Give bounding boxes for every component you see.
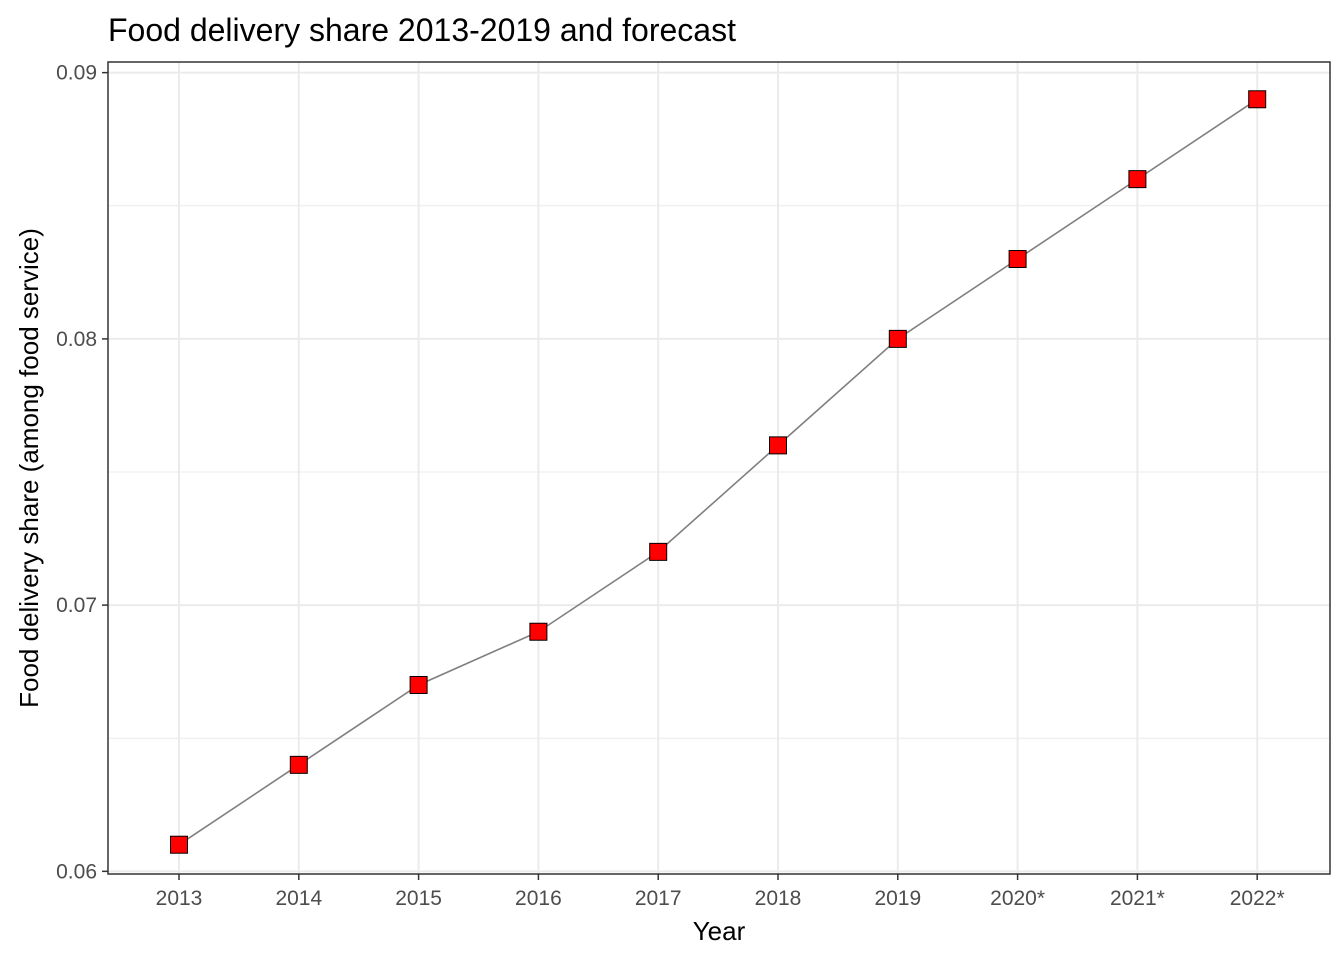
data-point-2019: [888, 329, 907, 348]
x-axis: 2013 2014 2015 2016 2017 2018 2019 2020* 2021* 20…: [156, 874, 1285, 910]
y-tick-label: 0.08: [56, 328, 97, 351]
series-polyline: [178, 98, 1258, 846]
data-point-2022*: [1248, 90, 1267, 109]
x-tick-label: 2015: [395, 887, 442, 910]
x-tick-label: 2021*: [1110, 887, 1165, 910]
data-point-2020*: [1008, 250, 1027, 269]
x-tick-label: 2020*: [990, 887, 1045, 910]
x-tick-label: 2016: [515, 887, 562, 910]
data-point-2018: [769, 436, 787, 455]
y-tick-label: 0.07: [56, 594, 97, 617]
series-line: [178, 98, 1258, 846]
data-point-2017: [649, 542, 668, 561]
x-tick-label: 2013: [156, 887, 203, 910]
y-axis: 0.06 0.07 0.08 0.09: [56, 62, 108, 883]
x-tick-label: 2014: [275, 887, 322, 910]
panel-border: [107, 61, 1331, 875]
y-tick-label: 0.06: [56, 860, 97, 883]
x-tick-label: 2017: [635, 887, 682, 910]
data-point-2016: [529, 622, 548, 641]
x-tick-label: 2019: [874, 887, 921, 910]
x-tick-label: 2018: [755, 887, 802, 910]
chart-title: Food delivery share 2013-2019 and foreca…: [108, 12, 736, 48]
y-tick-label: 0.09: [56, 62, 97, 85]
y-axis-title: Food delivery share (among food service): [14, 228, 44, 708]
data-point-2021*: [1128, 170, 1147, 189]
grid: [108, 62, 1330, 874]
data-point-2013: [170, 835, 188, 854]
x-axis-title: Year: [693, 916, 746, 946]
data-point-2015: [409, 675, 428, 694]
data-point-2014: [289, 755, 308, 774]
data-points: [170, 90, 1267, 854]
x-tick-label: 2022*: [1230, 887, 1285, 910]
